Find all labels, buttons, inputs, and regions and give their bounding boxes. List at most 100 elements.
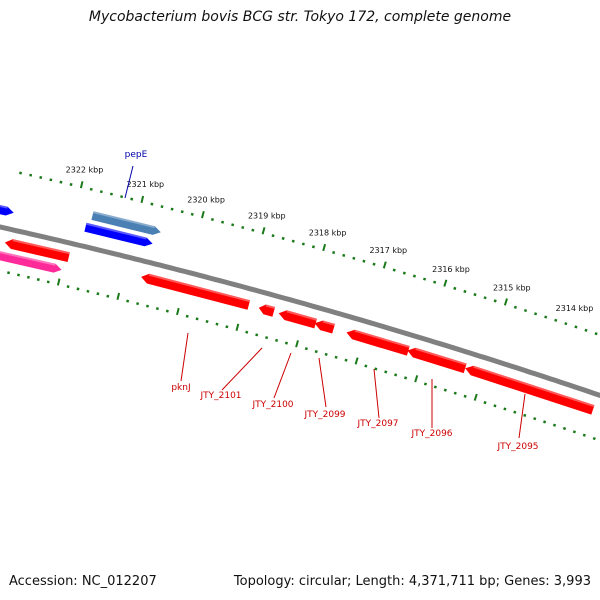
gene-features bbox=[0, 205, 595, 415]
minor-tick bbox=[46, 280, 50, 284]
minor-tick bbox=[574, 325, 578, 329]
major-tick bbox=[140, 195, 145, 204]
gene-arrow-forward-highlight bbox=[0, 205, 8, 209]
minor-tick bbox=[503, 407, 507, 411]
minor-tick bbox=[281, 236, 285, 241]
minor-tick bbox=[513, 305, 517, 309]
major-tick bbox=[116, 292, 121, 301]
minor-tick bbox=[245, 330, 249, 334]
gene-label-jty-2096: JTY_2096 bbox=[410, 429, 452, 439]
minor-tick bbox=[210, 217, 215, 222]
minor-tick bbox=[231, 223, 235, 227]
minor-tick bbox=[534, 312, 538, 316]
minor-tick bbox=[392, 268, 396, 272]
minor-tick bbox=[165, 309, 169, 313]
minor-tick bbox=[170, 207, 174, 211]
minor-tick bbox=[275, 338, 279, 342]
gene-arrow-forward bbox=[0, 251, 62, 273]
minor-tick bbox=[66, 285, 70, 289]
minor-tick bbox=[96, 292, 100, 296]
major-tick bbox=[382, 261, 387, 269]
minor-tick bbox=[592, 436, 596, 441]
minor-tick bbox=[324, 352, 328, 356]
minor-tick bbox=[99, 190, 103, 194]
minor-tick bbox=[106, 294, 110, 298]
minor-tick bbox=[126, 299, 130, 303]
scale-label: 2318 kbp bbox=[309, 229, 347, 238]
minor-tick bbox=[352, 256, 356, 260]
leader-line bbox=[124, 165, 134, 199]
major-tick bbox=[176, 307, 180, 316]
minor-tick bbox=[16, 273, 21, 277]
gene-arrow-jty-2096-highlight bbox=[415, 347, 467, 366]
major-tick bbox=[79, 181, 84, 189]
minor-tick bbox=[109, 192, 113, 196]
minor-tick bbox=[19, 171, 23, 175]
minor-tick bbox=[145, 304, 150, 308]
gene-label-jty-2099: JTY_2099 bbox=[303, 410, 345, 420]
gene-arrow-jty-2101 bbox=[258, 304, 276, 317]
minor-tick bbox=[394, 373, 398, 377]
minor-tick bbox=[215, 322, 219, 326]
inner-scale-ticks bbox=[0, 269, 596, 441]
minor-tick bbox=[374, 367, 378, 371]
minor-tick bbox=[582, 433, 586, 437]
minor-tick bbox=[241, 225, 245, 230]
gene-label-jty-2097: JTY_2097 bbox=[356, 419, 398, 429]
scale-label: 2319 kbp bbox=[248, 212, 286, 221]
minor-tick bbox=[473, 293, 477, 297]
minor-tick bbox=[554, 318, 558, 322]
minor-tick bbox=[89, 187, 93, 191]
minor-tick bbox=[301, 242, 305, 246]
major-tick bbox=[503, 298, 508, 306]
scale-label: 2315 kbp bbox=[493, 284, 531, 293]
gene-label-pepe: pepE bbox=[125, 150, 148, 160]
minor-tick bbox=[342, 253, 346, 257]
scale-label: 2321 kbp bbox=[126, 180, 164, 189]
minor-tick bbox=[185, 314, 189, 318]
minor-tick bbox=[311, 245, 316, 249]
minor-tick bbox=[271, 234, 275, 238]
gene-arrow-jty-2099-highlight bbox=[322, 320, 335, 326]
minor-tick bbox=[76, 287, 80, 291]
major-tick bbox=[443, 279, 448, 287]
major-tick bbox=[473, 393, 478, 401]
minor-tick bbox=[220, 220, 225, 224]
minor-tick bbox=[304, 347, 308, 351]
minor-tick bbox=[150, 202, 154, 206]
gene-arrow-pepe bbox=[91, 211, 161, 235]
minor-tick bbox=[120, 195, 124, 199]
minor-tick bbox=[36, 278, 40, 282]
minor-tick bbox=[572, 430, 576, 434]
gene-label-jty-2095: JTY_2095 bbox=[496, 442, 538, 452]
minor-tick bbox=[453, 286, 457, 290]
scale-label: 2317 kbp bbox=[369, 246, 407, 255]
minor-tick bbox=[562, 426, 567, 431]
minor-tick bbox=[544, 315, 548, 319]
gene-arrow-jty-2097 bbox=[346, 329, 410, 356]
minor-tick bbox=[69, 183, 73, 186]
minor-tick bbox=[155, 307, 159, 311]
gene-arrow-forward-highlight bbox=[0, 251, 56, 266]
gene-labels: pepE pknJ JTY_2101 JTY_2100 JTY_2099 JTY_2097… bbox=[125, 150, 539, 452]
minor-tick bbox=[334, 355, 338, 359]
minor-tick bbox=[594, 332, 598, 336]
major-tick bbox=[235, 323, 240, 331]
gene-arrow-jty-2101-highlight bbox=[265, 304, 276, 309]
minor-tick bbox=[39, 176, 43, 179]
minor-tick bbox=[493, 299, 497, 303]
minor-tick bbox=[26, 275, 30, 279]
scale-label: 2314 kbp bbox=[556, 304, 594, 313]
minor-tick bbox=[130, 197, 134, 201]
scale-labels: 2322 kbp 2321 kbp 2320 kbp 2319 kbp 2318 kbp… bbox=[66, 166, 594, 314]
major-tick bbox=[414, 375, 419, 383]
scale-label: 2322 kbp bbox=[66, 166, 104, 175]
minor-tick bbox=[493, 404, 497, 408]
minor-tick bbox=[463, 289, 467, 294]
gene-arrow-forward-highlight bbox=[86, 222, 147, 240]
minor-tick bbox=[160, 205, 164, 209]
gene-arrow-jty-2096 bbox=[407, 347, 467, 374]
minor-tick bbox=[483, 401, 487, 405]
minor-tick bbox=[195, 317, 199, 321]
